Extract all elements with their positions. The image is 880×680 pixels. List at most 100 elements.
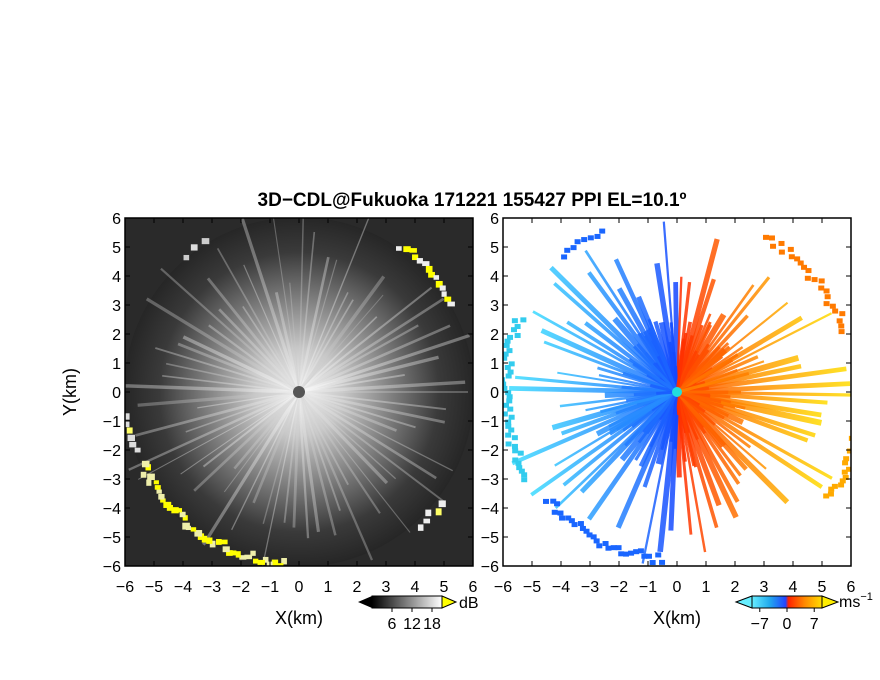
y-axis-label: Y(km): [60, 368, 80, 416]
colorbar-tick-label: 12: [403, 616, 421, 633]
velocity-core-ray: [633, 345, 679, 394]
velocity-edge-cell: [823, 493, 830, 499]
x-tick-label: 3: [382, 579, 391, 596]
velocity-edge-cell: [586, 532, 593, 538]
y-tick-label: 1: [112, 356, 121, 373]
reflectivity-ray: [233, 391, 300, 470]
velocity-edge-cell: [508, 414, 515, 420]
clutter-cell: [428, 271, 435, 278]
velocity-edge-cell: [508, 361, 515, 367]
reflectivity-ray: [298, 316, 378, 393]
reflectivity-ray: [298, 373, 405, 393]
x-tick-label: −4: [552, 579, 570, 596]
reflectivity-colorbar-unit: dB: [459, 595, 479, 612]
reflectivity-ray: [297, 275, 386, 394]
reflectivity-ray: [298, 390, 437, 480]
reflectivity-ray: [298, 391, 416, 429]
y-tick-label: 6: [490, 211, 499, 228]
velocity-edge-cell: [850, 440, 851, 446]
velocity-edge-cell: [805, 268, 812, 274]
velocity-edge-cell: [841, 469, 848, 475]
velocity-edge-cell: [846, 466, 851, 472]
x-tick-label: −6: [116, 579, 134, 596]
velocity-edge-cell: [599, 228, 606, 234]
y-tick-label: −3: [103, 472, 121, 489]
reflectivity-ray: [298, 390, 446, 424]
clutter-cell: [194, 530, 203, 537]
x-tick-label: 2: [353, 579, 362, 596]
clutter-cell: [154, 485, 161, 490]
x-tick-label: 0: [295, 579, 304, 596]
clutter-cell: [239, 555, 247, 560]
y-tick-label: −3: [481, 472, 499, 489]
x-tick-label: −3: [581, 579, 599, 596]
clutter-cell: [222, 546, 230, 553]
y-tick-label: 2: [112, 327, 121, 344]
velocity-axes: −6 −6 −5 −5 −4 −4 −3 −3 −2 −2 −1 −1 0 0 1 1 2 2 3 3 4 4 5 5 6 6: [481, 211, 856, 596]
velocity-edge-cell: [564, 247, 571, 253]
ground-clutter: [125, 238, 455, 566]
reflectivity-ray: [261, 391, 300, 566]
velocity-edge-cell: [605, 545, 612, 551]
x-tick-label: 4: [789, 579, 798, 596]
reflectivity-ray: [298, 355, 439, 394]
reflectivity-ray: [165, 362, 300, 393]
reflectivity-ray: [162, 374, 300, 393]
velocity-edge-cell: [554, 501, 561, 507]
velocity-edge-cell: [842, 460, 849, 466]
reflectivity-ray: [223, 391, 300, 493]
velocity-edge-cell: [587, 235, 594, 241]
velocity-edge-cell: [514, 333, 521, 339]
clutter-cell: [134, 447, 141, 453]
clutter-cell: [422, 261, 430, 267]
velocity-edge-cell: [520, 317, 527, 323]
velocity-edge-cell: [852, 455, 858, 460]
x-tick-label: −1: [639, 579, 657, 596]
velocity-edge-cell: [637, 548, 644, 554]
clutter-cell: [438, 500, 446, 508]
clutter-cell: [444, 296, 452, 302]
clutter-cell: [125, 413, 130, 420]
clutter-cell: [226, 550, 233, 556]
velocity-edge-cell: [511, 318, 518, 324]
reflectivity-colorbar: 6 12 18 dB: [358, 595, 479, 633]
reflectivity-ray: [272, 218, 300, 393]
velocity-core-ray: [676, 350, 728, 394]
clutter-cell: [182, 522, 190, 530]
velocity-core-ray: [609, 390, 678, 436]
velocity-edge-cell: [831, 483, 838, 489]
velocity-edge-cell: [829, 303, 836, 309]
velocity-core-ray: [676, 371, 750, 394]
reflectivity-ray: [262, 391, 300, 525]
velocity-edge-cell: [797, 260, 804, 266]
reflectivity-ray: [185, 391, 300, 433]
colorbar-tick-label: −7: [751, 616, 769, 633]
reflectivity-ray: [298, 231, 316, 393]
velocity-core-ray: [637, 391, 679, 444]
y-tick-label: −6: [103, 559, 121, 576]
y-tick-label: 3: [112, 298, 121, 315]
y-tick-label: 4: [112, 269, 121, 286]
clutter-cell: [171, 507, 179, 514]
velocity-edge-cell: [843, 456, 850, 462]
reflectivity-ray: [297, 391, 321, 533]
clutter-cell: [215, 539, 222, 545]
reflectivity-colorbar-ticks: 6 12 18: [388, 608, 441, 633]
velocity-edge-cell: [818, 285, 825, 291]
clutter-cell: [163, 501, 172, 508]
velocity-edge-cell: [559, 515, 566, 521]
velocity-edge-cell: [561, 254, 568, 260]
velocity-edge-cell: [503, 381, 507, 387]
velocity-edge-cell: [503, 351, 509, 357]
reflectivity-ray: [193, 391, 300, 492]
velocity-core-ray: [675, 341, 686, 393]
velocity-edge-cell: [505, 423, 512, 429]
velocity-edge-cell: [504, 364, 511, 370]
velocity-edge-cell: [778, 249, 785, 255]
reflectivity-ray: [298, 391, 397, 480]
reflectivity-ray: [160, 267, 300, 393]
radar-site-marker: [293, 386, 305, 398]
velocity-edge-cell: [823, 301, 830, 307]
reflectivity-ray: [298, 391, 341, 511]
clutter-cell: [423, 518, 431, 524]
